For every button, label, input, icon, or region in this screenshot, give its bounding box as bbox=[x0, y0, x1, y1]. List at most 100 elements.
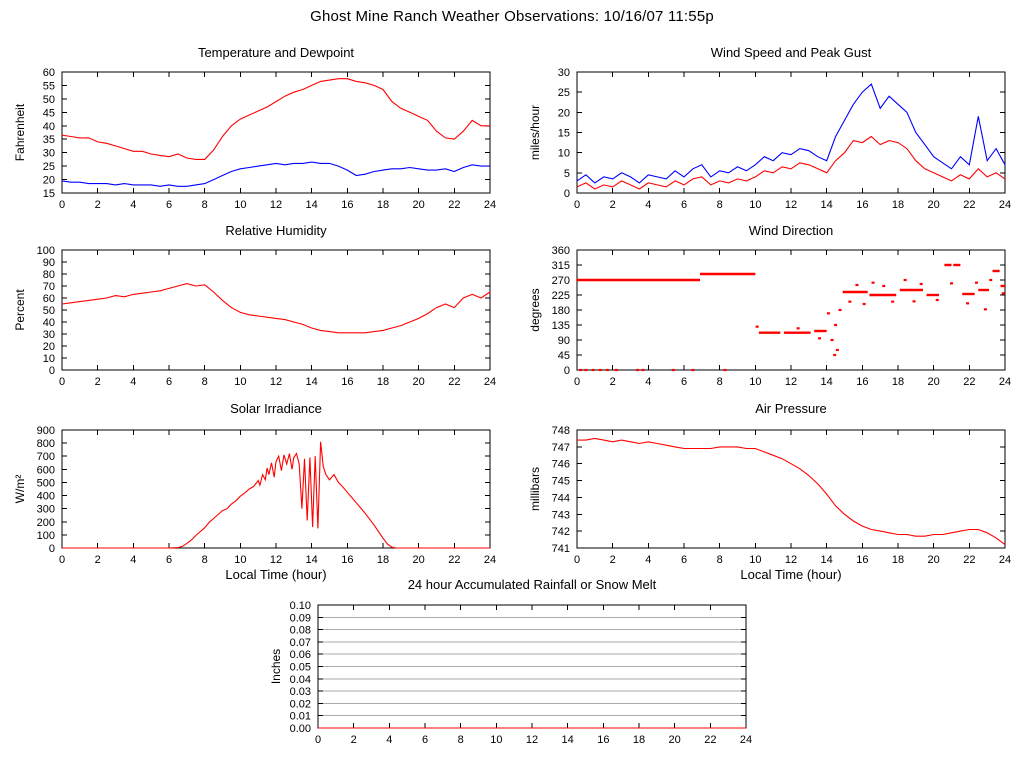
x-tick-label: 0 bbox=[315, 734, 321, 746]
x-tick-label: 14 bbox=[821, 376, 833, 388]
x-tick-label: 10 bbox=[234, 199, 246, 211]
chart-rainfall: 24 hour Accumulated Rainfall or Snow Mel… bbox=[264, 572, 764, 764]
x-tick-label: 22 bbox=[963, 199, 975, 211]
x-tick-label: 4 bbox=[386, 734, 392, 746]
y-tick-label: 400 bbox=[37, 491, 55, 503]
y-tick-label: 742 bbox=[552, 526, 570, 538]
y-tick-label: 10 bbox=[43, 353, 55, 365]
y-axis-label: W/m² bbox=[13, 475, 27, 504]
x-tick-label: 4 bbox=[130, 199, 136, 211]
y-tick-label: 35 bbox=[43, 134, 55, 146]
y-tick-label: 135 bbox=[552, 320, 570, 332]
y-tick-label: 90 bbox=[558, 335, 570, 347]
x-tick-label: 20 bbox=[928, 554, 940, 566]
series-point bbox=[835, 348, 839, 352]
series-point bbox=[871, 281, 875, 284]
series-point bbox=[919, 282, 923, 286]
series-solar_irradiance bbox=[62, 441, 490, 549]
x-axis-label: Local Time (hour) bbox=[740, 567, 841, 582]
series-point bbox=[591, 368, 595, 372]
x-tick-label: 18 bbox=[377, 554, 389, 566]
series-point bbox=[796, 327, 800, 330]
x-tick-label: 18 bbox=[633, 734, 645, 746]
y-tick-label: 100 bbox=[37, 245, 55, 257]
x-tick-label: 6 bbox=[422, 734, 428, 746]
x-tick-label: 4 bbox=[645, 199, 651, 211]
series-point bbox=[614, 368, 618, 372]
series-point bbox=[830, 338, 834, 342]
x-tick-label: 2 bbox=[95, 554, 101, 566]
y-tick-label: 60 bbox=[43, 293, 55, 305]
y-tick-label: 745 bbox=[552, 476, 570, 488]
x-tick-label: 24 bbox=[740, 734, 752, 746]
series-point bbox=[862, 302, 866, 306]
y-tick-label: 0.04 bbox=[290, 674, 311, 686]
y-axis-label: Percent bbox=[13, 289, 27, 331]
x-tick-label: 16 bbox=[856, 376, 868, 388]
series-point bbox=[826, 312, 830, 315]
y-axis-label: Inches bbox=[269, 649, 283, 684]
y-tick-label: 0.01 bbox=[290, 711, 311, 723]
x-tick-label: 14 bbox=[562, 734, 574, 746]
x-tick-label: 14 bbox=[306, 199, 318, 211]
x-axis-label: Local Time (hour) bbox=[225, 567, 326, 582]
series-point bbox=[1001, 292, 1005, 295]
y-tick-label: 20 bbox=[43, 341, 55, 353]
chart-air-pressure: Air Pressure 0 2 4 6 8 10 12 14 16 18 20 22 24 741 742 7… bbox=[523, 396, 1023, 584]
x-tick-label: 6 bbox=[166, 554, 172, 566]
x-tick-label: 20 bbox=[413, 199, 425, 211]
y-tick-label: 743 bbox=[552, 509, 570, 521]
x-tick-label: 14 bbox=[306, 554, 318, 566]
x-tick-label: 24 bbox=[484, 376, 496, 388]
series-point bbox=[974, 281, 978, 284]
chart-title: Air Pressure bbox=[755, 401, 827, 416]
x-tick-label: 8 bbox=[202, 199, 208, 211]
x-tick-label: 24 bbox=[999, 376, 1011, 388]
y-tick-label: 70 bbox=[43, 281, 55, 293]
y-tick-label: 315 bbox=[552, 260, 570, 272]
x-tick-label: 2 bbox=[610, 199, 616, 211]
series-point bbox=[605, 368, 609, 372]
x-tick-label: 0 bbox=[574, 199, 580, 211]
series-point bbox=[723, 368, 727, 372]
series-point bbox=[966, 302, 970, 305]
chart-title: Wind Direction bbox=[749, 223, 834, 238]
x-tick-label: 2 bbox=[351, 734, 357, 746]
chart-title: 24 hour Accumulated Rainfall or Snow Mel… bbox=[408, 577, 657, 592]
x-tick-label: 14 bbox=[821, 199, 833, 211]
y-tick-label: 10 bbox=[558, 148, 570, 160]
series-point bbox=[848, 300, 852, 303]
x-tick-label: 10 bbox=[749, 199, 761, 211]
series-point bbox=[691, 368, 695, 372]
x-tick-label: 0 bbox=[59, 376, 65, 388]
x-tick-label: 4 bbox=[130, 376, 136, 388]
x-tick-label: 10 bbox=[490, 734, 502, 746]
x-tick-label: 20 bbox=[928, 199, 940, 211]
y-tick-label: 40 bbox=[43, 317, 55, 329]
x-tick-label: 22 bbox=[448, 376, 460, 388]
series-point bbox=[989, 278, 993, 282]
y-tick-label: 270 bbox=[552, 275, 570, 287]
x-tick-label: 6 bbox=[681, 376, 687, 388]
x-tick-label: 18 bbox=[892, 554, 904, 566]
x-tick-label: 12 bbox=[785, 199, 797, 211]
x-tick-label: 12 bbox=[270, 554, 282, 566]
x-tick-label: 12 bbox=[785, 554, 797, 566]
y-tick-label: 0 bbox=[564, 365, 570, 377]
x-tick-label: 4 bbox=[645, 376, 651, 388]
y-tick-label: 25 bbox=[558, 87, 570, 99]
y-axis-label: Fahrenheit bbox=[13, 103, 27, 161]
x-tick-label: 20 bbox=[669, 734, 681, 746]
x-tick-label: 18 bbox=[377, 376, 389, 388]
series-point bbox=[855, 283, 859, 287]
x-tick-label: 14 bbox=[821, 554, 833, 566]
y-tick-label: 360 bbox=[552, 245, 570, 257]
x-tick-label: 0 bbox=[574, 376, 580, 388]
y-tick-label: 45 bbox=[43, 107, 55, 119]
x-tick-label: 16 bbox=[856, 554, 868, 566]
chart-wind-direction: Wind Direction 0 2 4 6 8 10 12 14 16 18 20 22 24 0 45 90… bbox=[523, 218, 1023, 388]
x-tick-label: 2 bbox=[95, 376, 101, 388]
